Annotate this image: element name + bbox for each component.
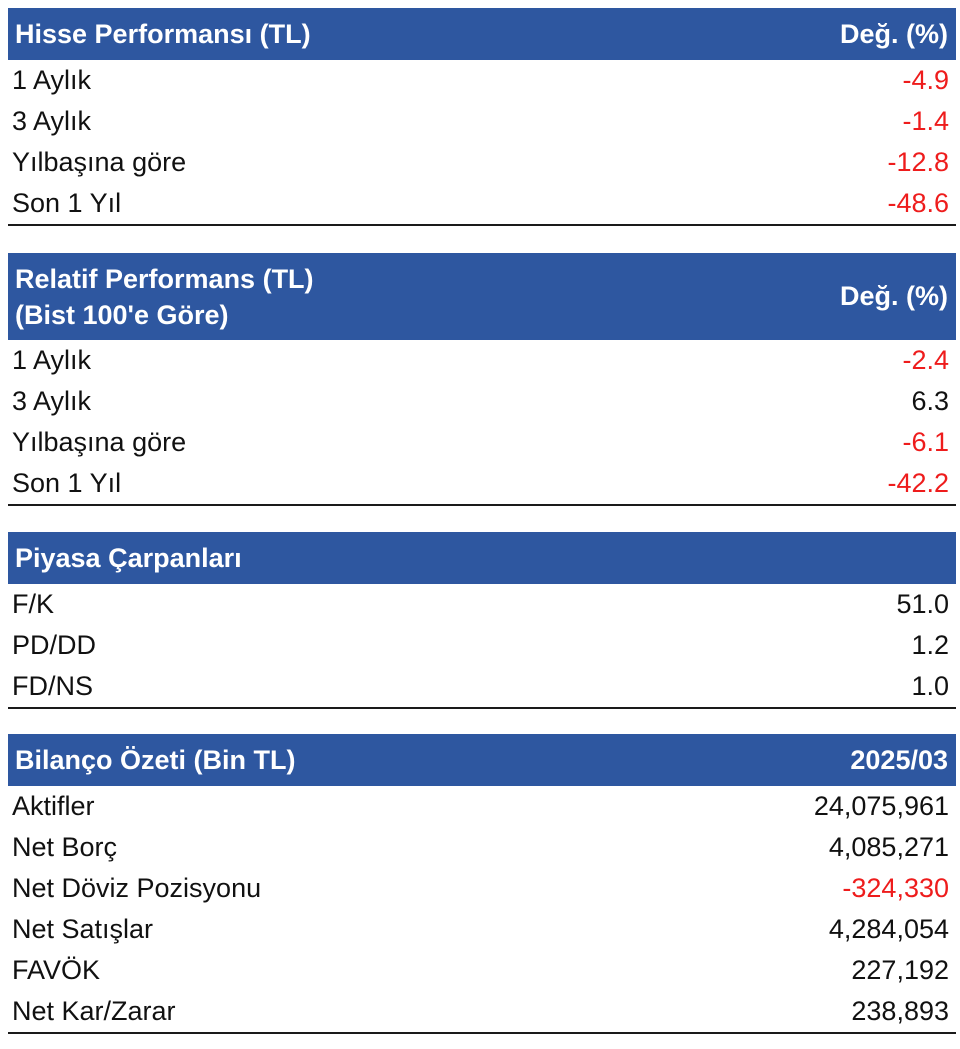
row-label: F/K [12, 589, 55, 619]
table-row: 3 Aylık -1.4 [8, 101, 956, 142]
row-value: -42.2 [887, 468, 949, 498]
row-label: 3 Aylık [12, 106, 92, 136]
row-label: 1 Aylık [12, 65, 92, 95]
row-label: Net Satışlar [12, 914, 154, 944]
piyasa-carpanlari-table: Piyasa Çarpanları F/K 51.0 PD/DD 1.2 FD/NS 1.0 [8, 532, 956, 709]
row-value: 51.0 [896, 589, 949, 619]
row-value: 1.0 [911, 671, 949, 701]
bilanco-ozeti-header: Bilanço Özeti (Bin TL) 2025/03 [8, 734, 956, 786]
section-title: Piyasa Çarpanları [15, 540, 242, 576]
relatif-performans-header: Relatif Performans (TL) (Bist 100'e Göre)… [8, 253, 956, 340]
row-label: Son 1 Yıl [12, 468, 122, 498]
table-row: 3 Aylık 6.3 [8, 381, 956, 422]
section-title-line: Relatif Performans (TL) [15, 263, 314, 294]
row-label: Aktifler [12, 791, 95, 821]
table-row: 1 Aylık -2.4 [8, 340, 956, 381]
column-label: Değ. (%) [840, 281, 948, 311]
row-value: 4,284,054 [828, 914, 949, 944]
row-value: -12.8 [887, 147, 949, 177]
section-title-line: Hisse Performansı (TL) [15, 19, 311, 49]
row-label: Net Döviz Pozisyonu [12, 873, 262, 903]
row-value: -48.6 [887, 188, 949, 218]
row-value: 24,075,961 [813, 791, 949, 821]
table-row: Net Borç 4,085,271 [8, 827, 956, 868]
row-label: FD/NS [12, 671, 93, 701]
row-label: FAVÖK [12, 955, 101, 985]
section-title-line: Piyasa Çarpanları [15, 543, 242, 573]
row-value: -324,330 [842, 873, 949, 903]
row-label: Son 1 Yıl [12, 188, 122, 218]
hisse-performansi-header: Hisse Performansı (TL) Değ. (%) [8, 8, 956, 60]
table-row: Net Kar/Zarar 238,893 [8, 991, 956, 1032]
piyasa-carpanlari-header: Piyasa Çarpanları [8, 532, 956, 584]
table-row: 1 Aylık -4.9 [8, 60, 956, 101]
column-label: 2025/03 [850, 744, 948, 775]
row-value: -6.1 [902, 427, 949, 457]
row-label: Net Kar/Zarar [12, 996, 176, 1026]
table-row: F/K 51.0 [8, 584, 956, 625]
table-row: Net Satışlar 4,284,054 [8, 909, 956, 950]
table-row: Aktifler 24,075,961 [8, 786, 956, 827]
row-value: 6.3 [911, 386, 949, 416]
table-row: Son 1 Yıl -42.2 [8, 463, 956, 504]
section-title: Bilanço Özeti (Bin TL) [15, 742, 296, 778]
row-value: -1.4 [902, 106, 949, 136]
table-row: Son 1 Yıl -48.6 [8, 183, 956, 224]
row-value: 4,085,271 [828, 832, 949, 862]
table-row: FD/NS 1.0 [8, 666, 956, 707]
table-row: Yılbaşına göre -6.1 [8, 422, 956, 463]
table-row: FAVÖK 227,192 [8, 950, 956, 991]
row-label: PD/DD [12, 630, 97, 660]
table-row: Yılbaşına göre -12.8 [8, 142, 956, 183]
column-label: Değ. (%) [840, 18, 948, 49]
bilanco-ozeti-table: Bilanço Özeti (Bin TL) 2025/03 Aktifler 24,… [8, 734, 956, 1034]
row-label: Net Borç [12, 832, 118, 862]
row-value: 227,192 [851, 955, 949, 985]
table-row: PD/DD 1.2 [8, 625, 956, 666]
row-label: Yılbaşına göre [12, 427, 187, 457]
section-title-line: Bilanço Özeti (Bin TL) [15, 745, 296, 775]
row-value: -4.9 [902, 65, 949, 95]
row-value: 238,893 [851, 996, 949, 1026]
row-value: -2.4 [902, 345, 949, 375]
section-title-line: (Bist 100'e Göre) [15, 299, 229, 330]
table-row: Net Döviz Pozisyonu -324,330 [8, 868, 956, 909]
row-label: 1 Aylık [12, 345, 92, 375]
section-title: Hisse Performansı (TL) [15, 16, 311, 52]
relatif-performans-table: Relatif Performans (TL) (Bist 100'e Göre)… [8, 253, 956, 506]
row-label: 3 Aylık [12, 386, 92, 416]
section-title: Relatif Performans (TL) (Bist 100'e Göre) [15, 261, 314, 333]
row-label: Yılbaşına göre [12, 147, 187, 177]
hisse-performansi-table: Hisse Performansı (TL) Değ. (%) 1 Aylık -4.… [8, 8, 956, 226]
row-value: 1.2 [911, 630, 949, 660]
